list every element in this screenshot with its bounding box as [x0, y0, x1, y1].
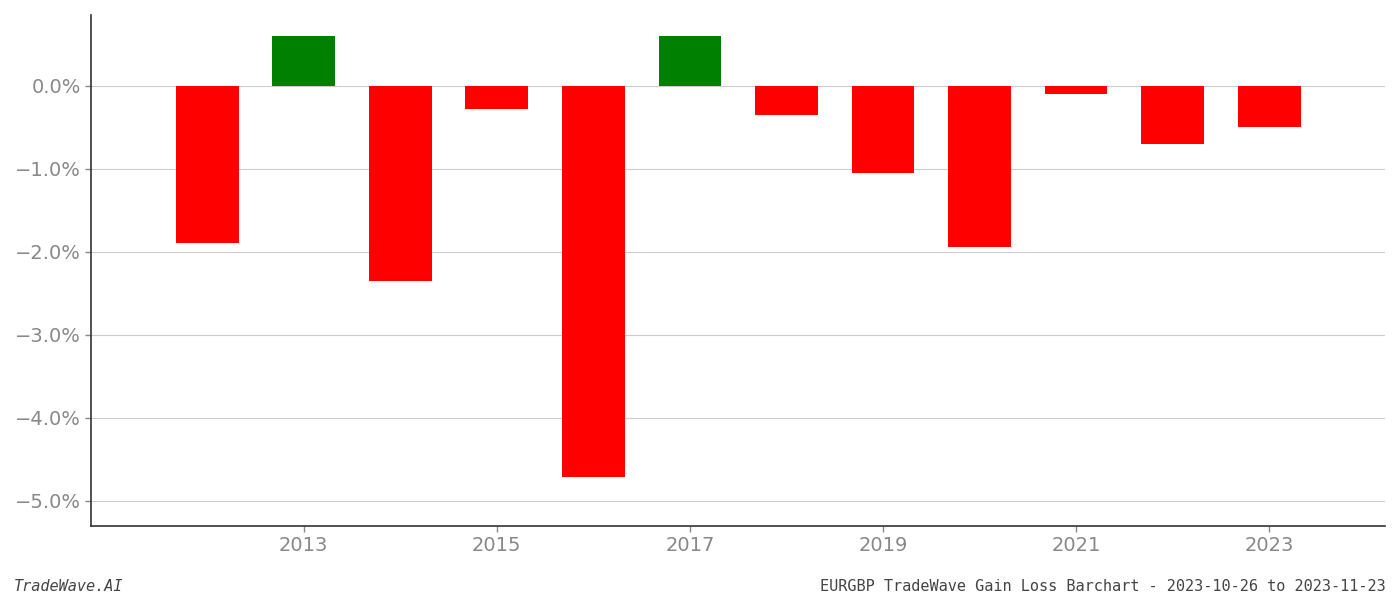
Bar [755, 86, 818, 115]
Bar [851, 86, 914, 173]
Bar [948, 86, 1011, 247]
Bar [658, 36, 721, 86]
Bar [176, 86, 238, 244]
Text: EURGBP TradeWave Gain Loss Barchart - 2023-10-26 to 2023-11-23: EURGBP TradeWave Gain Loss Barchart - 20… [820, 579, 1386, 594]
Bar [1044, 86, 1107, 94]
Text: TradeWave.AI: TradeWave.AI [14, 579, 123, 594]
Bar [465, 86, 528, 109]
Bar [273, 36, 335, 86]
Bar [561, 86, 624, 478]
Bar [370, 86, 431, 281]
Bar [1238, 86, 1301, 127]
Bar [1141, 86, 1204, 143]
